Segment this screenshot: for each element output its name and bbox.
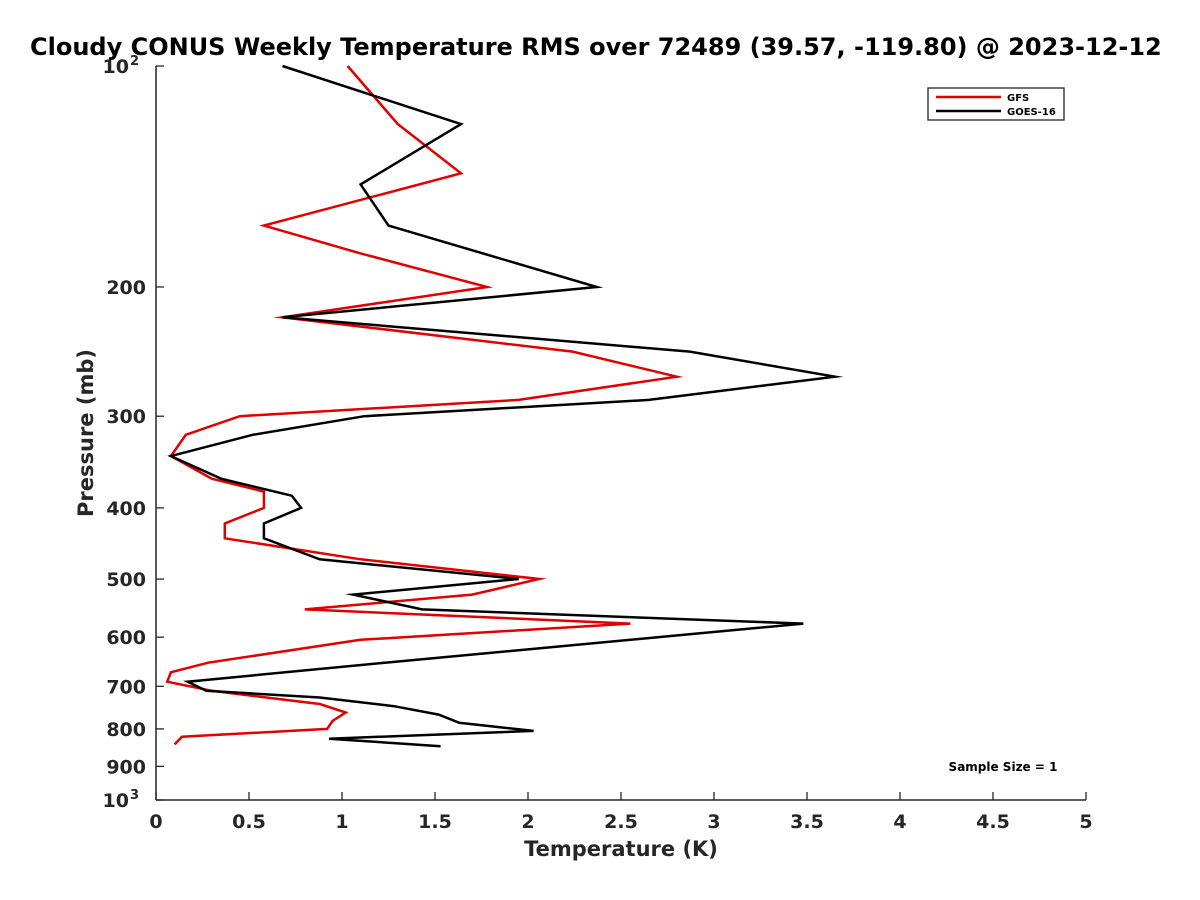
legend-entries: GFS GOES-16 [936, 93, 1056, 118]
x-tick-label: 4.5 [976, 811, 1010, 833]
legend-box [927, 87, 1065, 121]
x-tick-label: 3.5 [790, 811, 824, 833]
chart-title: Cloudy CONUS Weekly Temperature RMS over… [30, 33, 1162, 61]
series-line-goes-16 [167, 64, 844, 748]
y-tick-label: 500 [106, 569, 146, 591]
y-tick-label: 10 [103, 56, 129, 78]
x-axis-ticks: 0 0.5 1 1.5 2 2.5 3 3.5 4 4.5 5 [149, 792, 1093, 833]
y-tick-label: 400 [106, 498, 146, 520]
y-tick-label: 700 [106, 676, 146, 698]
x-tick-label: 1.5 [418, 811, 452, 833]
x-tick-label: 2 [521, 811, 534, 833]
series-layer [165, 64, 844, 748]
y-tick-label: 600 [106, 627, 146, 649]
y-tick-exponent: 3 [130, 788, 139, 803]
x-tick-label: 0.5 [232, 811, 266, 833]
x-tick-label: 5 [1079, 811, 1092, 833]
y-tick-label: 900 [106, 756, 146, 778]
x-axis-label: Temperature (K) [524, 837, 718, 861]
y-tick-label: 300 [106, 406, 146, 428]
x-tick-label: 0 [149, 811, 162, 833]
y-axis-label: Pressure (mb) [74, 349, 98, 517]
series-line-gfs [165, 65, 684, 746]
x-tick-label: 2.5 [604, 811, 638, 833]
legend-label: GOES-16 [1007, 107, 1056, 118]
x-tick-label: 3 [707, 811, 720, 833]
sample-size-annotation: Sample Size = 1 [949, 760, 1058, 774]
y-tick-label: 10 [103, 790, 129, 812]
y-tick-label: 200 [106, 277, 146, 299]
legend: GFS GOES-16 [927, 87, 1065, 121]
legend-label: GFS [1007, 93, 1029, 104]
x-tick-label: 4 [893, 811, 906, 833]
y-tick-label: 800 [106, 719, 146, 741]
y-tick-exponent: 2 [130, 54, 139, 69]
x-tick-label: 1 [335, 811, 348, 833]
